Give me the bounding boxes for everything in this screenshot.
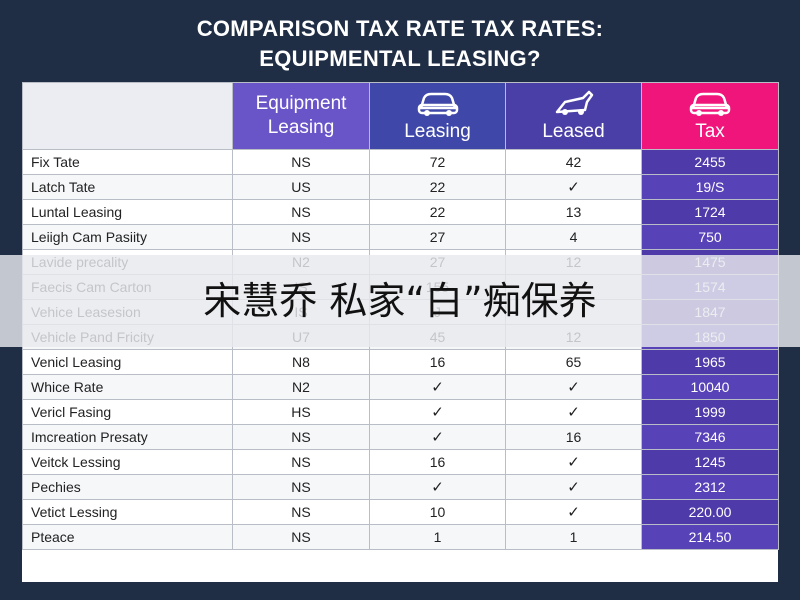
tax-cell: 214.50 bbox=[641, 524, 779, 550]
table-cell: 22 bbox=[369, 174, 506, 200]
table-cell: NS bbox=[232, 449, 370, 475]
table-cell: 4 bbox=[505, 224, 642, 250]
row-label: Fix Tate bbox=[22, 149, 233, 175]
table-cell: NS bbox=[232, 199, 370, 225]
row-label: Pechies bbox=[22, 474, 233, 500]
table-cell: ✓ bbox=[505, 474, 642, 500]
table-cell: NS bbox=[232, 424, 370, 450]
tax-cell: 750 bbox=[641, 224, 779, 250]
tax-cell: 10040 bbox=[641, 374, 779, 400]
car-icon bbox=[689, 92, 731, 116]
table-row: Pteace NS 1 1 214.50 bbox=[22, 524, 779, 550]
table-cell: 10 bbox=[369, 499, 506, 525]
table-cell: ✓ bbox=[505, 174, 642, 200]
table-cell: ✓ bbox=[369, 399, 506, 425]
table-row: Leiigh Cam Pasiity NS 27 4 750 bbox=[22, 224, 779, 250]
header-label: Leasing bbox=[404, 121, 471, 142]
table-row: Luntal Leasing NS 22 13 1724 bbox=[22, 199, 779, 225]
table-cell: N2 bbox=[232, 374, 370, 400]
tax-cell: 2455 bbox=[641, 149, 779, 175]
tax-cell: 19/S bbox=[641, 174, 779, 200]
table-row: Latch Tate US 22 ✓ 19/S bbox=[22, 174, 779, 200]
header-label-line1: Equipment bbox=[255, 93, 347, 114]
row-label: Luntal Leasing bbox=[22, 199, 233, 225]
table-row: Pechies NS ✓ ✓ 2312 bbox=[22, 474, 779, 500]
header-leased: Leased bbox=[505, 82, 642, 150]
table-cell: ✓ bbox=[369, 474, 506, 500]
table-cell: N8 bbox=[232, 349, 370, 375]
row-label: Pteace bbox=[22, 524, 233, 550]
row-label: Vetict Lessing bbox=[22, 499, 233, 525]
table-row: Venicl Leasing N8 16 65 1965 bbox=[22, 349, 779, 375]
title-line-2: EQUIPMENTAL LEASING? bbox=[259, 46, 541, 71]
table-cell: HS bbox=[232, 399, 370, 425]
row-label: Veitck Lessing bbox=[22, 449, 233, 475]
table-cell: 13 bbox=[505, 199, 642, 225]
header-equipment-leasing: Equipment Leasing bbox=[232, 82, 370, 150]
table-row: Whice Rate N2 ✓ ✓ 10040 bbox=[22, 374, 779, 400]
table-cell: ✓ bbox=[505, 399, 642, 425]
table-cell: ✓ bbox=[505, 449, 642, 475]
table-cell: ✓ bbox=[369, 424, 506, 450]
tax-cell: 7346 bbox=[641, 424, 779, 450]
row-label: Imcreation Presaty bbox=[22, 424, 233, 450]
header-tax: Tax bbox=[641, 82, 779, 150]
header-label: Tax bbox=[695, 121, 725, 142]
table-row: Vetict Lessing NS 10 ✓ 220.00 bbox=[22, 499, 779, 525]
table-cell: NS bbox=[232, 224, 370, 250]
header-row: Equipment Leasing Leasing bbox=[22, 82, 779, 150]
table-cell: 65 bbox=[505, 349, 642, 375]
table-cell: 1 bbox=[505, 524, 642, 550]
table-row: Veitck Lessing NS 16 ✓ 1245 bbox=[22, 449, 779, 475]
table-cell: NS bbox=[232, 474, 370, 500]
truck-icon bbox=[555, 90, 593, 115]
page-title: COMPARISON TAX RATE TAX RATES: EQUIPMENT… bbox=[0, 14, 800, 74]
row-label: Venicl Leasing bbox=[22, 349, 233, 375]
table-cell: 42 bbox=[505, 149, 642, 175]
tax-cell: 1245 bbox=[641, 449, 779, 475]
table-cell: 16 bbox=[505, 424, 642, 450]
tax-cell: 2312 bbox=[641, 474, 779, 500]
row-label: Vericl Fasing bbox=[22, 399, 233, 425]
table-cell: 16 bbox=[369, 449, 506, 475]
table-cell: ✓ bbox=[505, 499, 642, 525]
header-label-line2: Leasing bbox=[267, 117, 335, 138]
table-cell: NS bbox=[232, 524, 370, 550]
tax-cell: 220.00 bbox=[641, 499, 779, 525]
tax-cell: 1999 bbox=[641, 399, 779, 425]
table-cell: 1 bbox=[369, 524, 506, 550]
title-line-1: COMPARISON TAX RATE TAX RATES: bbox=[196, 16, 604, 41]
table-row: Imcreation Presaty NS ✓ 16 7346 bbox=[22, 424, 779, 450]
table-row: Fix Tate NS 72 42 2455 bbox=[22, 149, 779, 175]
table-cell: 16 bbox=[369, 349, 506, 375]
tax-cell: 1724 bbox=[641, 199, 779, 225]
row-label: Latch Tate bbox=[22, 174, 233, 200]
table-row: Vericl Fasing HS ✓ ✓ 1999 bbox=[22, 399, 779, 425]
table-cell: 72 bbox=[369, 149, 506, 175]
car-icon bbox=[417, 92, 458, 116]
table-cell: NS bbox=[232, 499, 370, 525]
header-label: Leased bbox=[542, 121, 605, 142]
tax-cell: 1965 bbox=[641, 349, 779, 375]
banner-text: 宋慧乔 私家“白”痴保养 bbox=[203, 279, 597, 323]
row-label: Whice Rate bbox=[22, 374, 233, 400]
row-label: Leiigh Cam Pasiity bbox=[22, 224, 233, 250]
overlay-banner: 宋慧乔 私家“白”痴保养 bbox=[0, 255, 800, 347]
table-cell: ✓ bbox=[505, 374, 642, 400]
header-leasing: Leasing bbox=[369, 82, 506, 150]
table-cell: 22 bbox=[369, 199, 506, 225]
table-cell: ✓ bbox=[369, 374, 506, 400]
header-blank bbox=[22, 82, 233, 150]
table-cell: NS bbox=[232, 149, 370, 175]
table-cell: US bbox=[232, 174, 370, 200]
table-cell: 27 bbox=[369, 224, 506, 250]
